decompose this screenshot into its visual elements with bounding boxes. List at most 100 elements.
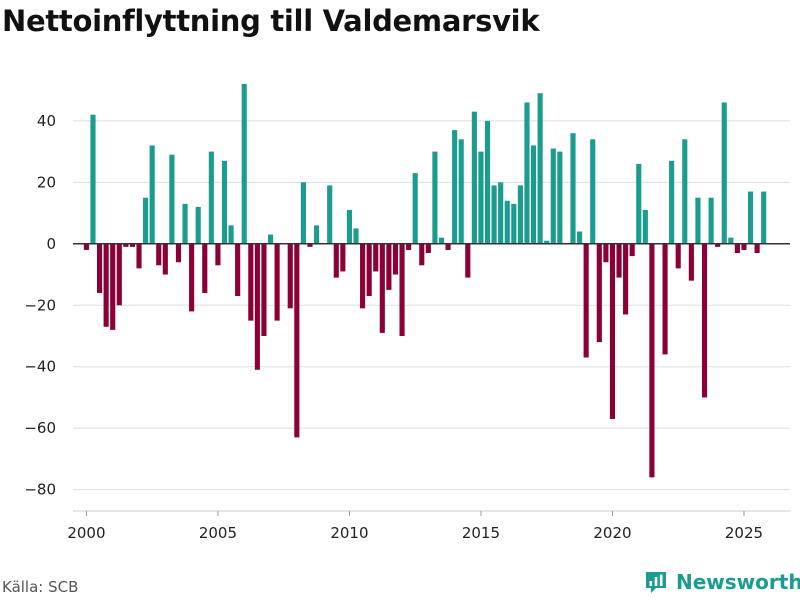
bar (235, 243, 241, 297)
y-tick-label: 40 (37, 112, 56, 130)
bar (143, 197, 149, 244)
bar (524, 102, 530, 244)
source-note: Källa: SCB (2, 578, 79, 596)
bar (701, 243, 708, 398)
x-tick-label: 2020 (593, 524, 631, 542)
bar (761, 191, 767, 244)
y-tick-label: 0 (46, 235, 56, 253)
bar (478, 151, 484, 244)
bar (300, 182, 306, 244)
brand-name: Newsworthy (676, 570, 800, 594)
bar (695, 197, 701, 244)
y-tick-label: −60 (24, 419, 56, 437)
bar (116, 243, 122, 306)
x-tick-label: 2015 (462, 524, 500, 542)
bar (636, 163, 642, 244)
bar (261, 243, 267, 336)
x-tick-label: 2025 (725, 524, 763, 542)
bar (228, 225, 234, 244)
bar (708, 197, 714, 244)
bar (149, 145, 155, 244)
bar (682, 139, 688, 244)
bar (517, 185, 523, 244)
bar (215, 243, 221, 266)
bar (715, 243, 721, 247)
bar (484, 120, 491, 244)
bar (577, 231, 583, 244)
bar (728, 237, 734, 244)
bar (123, 243, 129, 247)
bar (504, 200, 510, 244)
bar (169, 154, 175, 244)
bar (360, 243, 366, 309)
bar (162, 243, 168, 275)
bars (83, 84, 767, 478)
bar (425, 243, 431, 254)
newsworthy-logo-icon (646, 572, 666, 593)
bar (175, 243, 182, 263)
bar (136, 243, 142, 269)
bar (366, 243, 372, 297)
bar (734, 243, 740, 254)
bar (642, 209, 648, 244)
bar (438, 237, 445, 244)
bar (603, 243, 609, 263)
bar (616, 243, 622, 278)
bar (511, 203, 517, 244)
bar (241, 84, 247, 244)
bar (544, 240, 550, 244)
bar (248, 243, 254, 321)
bar (110, 243, 116, 330)
bar (458, 139, 464, 244)
bar (327, 185, 333, 244)
bar (386, 243, 392, 290)
bar (221, 160, 228, 244)
bar (465, 243, 471, 278)
bar (373, 243, 379, 272)
bar (156, 243, 162, 266)
chart-title: Nettoinflyttning till Valdemarsvik (2, 4, 540, 38)
x-tick-label: 2010 (330, 524, 368, 542)
bar (623, 243, 629, 315)
bar (412, 173, 418, 244)
y-tick-label: 20 (37, 173, 56, 191)
bar (675, 243, 681, 269)
bar (537, 93, 543, 244)
bar (379, 243, 385, 333)
bar (353, 228, 359, 244)
axes: −80 −60 −40 −20 0 20 40 2000 2005 2010 2015 2020 202… (24, 112, 790, 542)
bar (346, 209, 352, 244)
bar (649, 243, 655, 478)
bar (498, 182, 504, 244)
bar (182, 203, 188, 244)
y-tick-label: −40 (24, 358, 56, 376)
bar (741, 243, 747, 250)
y-tick-label: −80 (24, 481, 56, 499)
bar (583, 243, 589, 358)
x-tick-label: 2005 (199, 524, 237, 542)
bar (195, 206, 201, 244)
bar (313, 225, 320, 244)
bar (103, 243, 109, 327)
bar (629, 243, 635, 257)
brand-logo: Newsworthy (644, 570, 800, 594)
bar (452, 130, 458, 244)
bar (530, 145, 537, 244)
bar (550, 148, 556, 244)
y-tick-label: −20 (24, 296, 56, 314)
bar (432, 151, 438, 244)
bar (406, 243, 412, 250)
bar (340, 243, 346, 272)
bar (83, 243, 89, 250)
bar (202, 243, 208, 293)
bar (392, 243, 399, 275)
bar (557, 151, 563, 244)
bar (609, 243, 616, 419)
bar (90, 114, 96, 244)
bar (662, 243, 668, 355)
bar (754, 243, 760, 254)
bar (287, 243, 293, 309)
bar (747, 191, 754, 244)
bar (669, 160, 675, 244)
